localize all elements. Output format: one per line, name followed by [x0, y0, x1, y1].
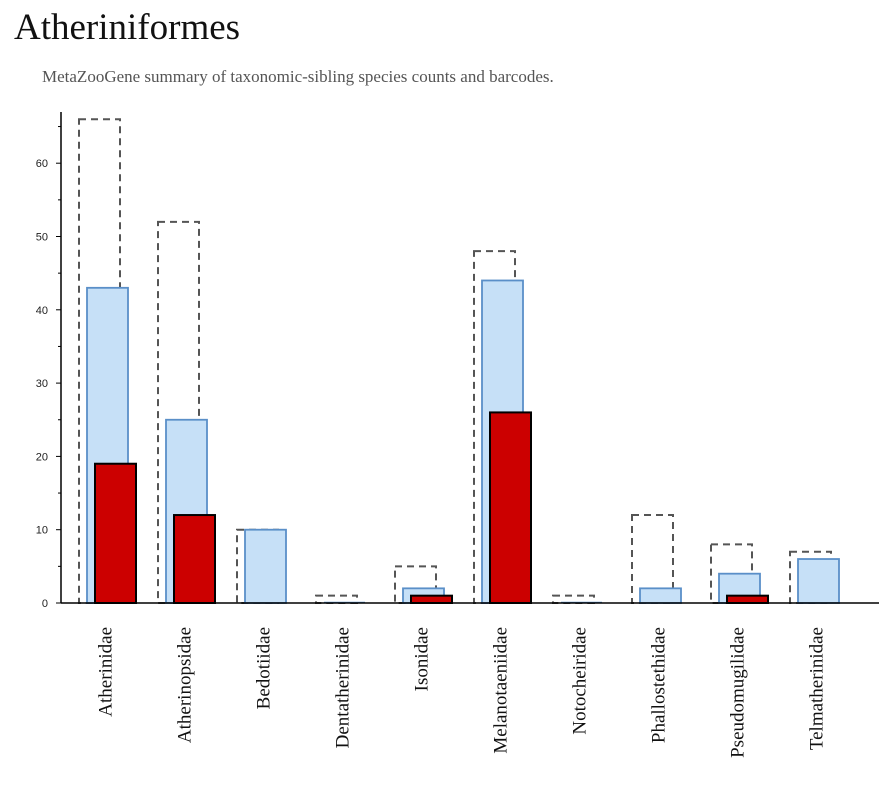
- bar-red-melanotaeniidae: [489, 411, 532, 605]
- x-tick-label-notocheiridae: Notocheiridae: [569, 627, 590, 735]
- bar-blue-telmatherinidae: [797, 558, 840, 604]
- bar-outline-atherinopsidae: [157, 220, 200, 604]
- axes-layer: Atherinidae Atherinopsidae Bedotiidae Denta…: [36, 112, 879, 758]
- x-tick-label-atherinopsidae: Atherinopsidae: [174, 627, 195, 743]
- y-tick-label-60: 60: [36, 158, 48, 170]
- bar-blue-bedotiidae: [244, 528, 287, 604]
- bar-red-pseudomugilidae: [726, 594, 769, 604]
- x-tick-label-melanotaeniidae: Melanotaeniidae: [490, 627, 511, 754]
- y-tick-label-30: 30: [36, 378, 48, 390]
- y-tick-label-20: 20: [36, 451, 48, 463]
- x-tick-label-bedotiidae: Bedotiidae: [253, 627, 274, 709]
- x-tick-label-telmatherinidae: Telmatherinidae: [806, 627, 827, 750]
- chart-subtitle: MetaZooGene summary of taxonomic-sibling…: [42, 67, 554, 86]
- bar-blue-phallostethidae: [639, 587, 682, 604]
- y-tick-label-0: 0: [42, 598, 48, 610]
- chart-title: Atheriniformes: [14, 7, 241, 48]
- y-tick-label-50: 50: [36, 232, 48, 244]
- bars-layer: [78, 118, 840, 605]
- bar-red-atherinidae: [94, 462, 137, 605]
- y-tick-label-10: 10: [36, 525, 48, 537]
- x-tick-label-pseudomugilidae: Pseudomugilidae: [727, 627, 748, 758]
- y-tick-label-40: 40: [36, 305, 48, 317]
- x-tick-label-isonidae: Isonidae: [411, 627, 432, 691]
- x-tick-label-dentatherinidae: Dentatherinidae: [332, 627, 353, 748]
- x-tick-label-atherinidae: Atherinidae: [95, 627, 116, 717]
- bar-red-isonidae: [410, 594, 453, 604]
- bar-red-atherinopsidae: [173, 514, 216, 604]
- x-tick-label-phallostethidae: Phallostethidae: [648, 627, 669, 743]
